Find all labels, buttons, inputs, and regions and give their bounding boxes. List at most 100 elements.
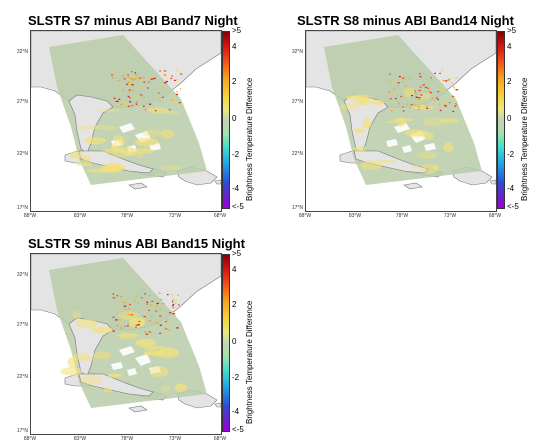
jamaica-landmass — [128, 405, 148, 413]
difference-speckle — [397, 100, 399, 103]
warm-patch — [76, 161, 93, 167]
difference-speckle — [437, 98, 439, 101]
difference-speckle — [175, 93, 178, 96]
difference-speckle — [418, 97, 421, 99]
difference-speckle — [426, 107, 429, 109]
difference-speckle — [171, 99, 174, 101]
difference-speckle — [122, 89, 124, 91]
difference-speckle — [453, 96, 455, 98]
difference-speckle — [410, 104, 413, 106]
map-canvas — [31, 31, 221, 190]
difference-speckle — [128, 91, 130, 93]
warm-patch — [116, 333, 138, 337]
difference-speckle — [395, 98, 397, 100]
colorbar-tick-label: -4 — [507, 184, 515, 193]
difference-speckle — [156, 302, 159, 305]
difference-speckle — [402, 106, 404, 108]
bahamas-island-4 — [386, 139, 398, 147]
map-canvas — [306, 31, 496, 190]
colorbar-tick-label: 2 — [232, 77, 237, 86]
warm-patch — [143, 351, 162, 356]
colorbar-tick-label: 2 — [232, 300, 237, 309]
warm-patch — [353, 146, 367, 153]
difference-speckle — [143, 316, 146, 318]
difference-speckle — [163, 74, 166, 76]
difference-speckle — [139, 77, 142, 79]
difference-speckle — [167, 294, 169, 296]
difference-speckle — [131, 90, 134, 92]
difference-speckle — [112, 297, 116, 299]
difference-speckle — [144, 331, 147, 333]
difference-speckle — [175, 79, 178, 81]
difference-speckle — [162, 303, 165, 305]
warm-patch — [339, 103, 359, 110]
difference-speckle — [140, 95, 144, 97]
difference-speckle — [119, 319, 121, 321]
warm-patch — [160, 165, 183, 170]
warm-patch — [135, 151, 144, 159]
difference-speckle — [143, 97, 145, 99]
difference-speckle — [150, 78, 153, 80]
longitude-label: 78°W — [120, 213, 134, 219]
difference-speckle — [388, 91, 391, 93]
difference-speckle — [419, 86, 422, 88]
difference-speckle — [441, 69, 444, 71]
difference-speckle — [403, 100, 406, 102]
warm-patch — [372, 99, 385, 106]
colorbar-tick-label: -2 — [232, 150, 240, 159]
longitude-label: 73°W — [443, 213, 457, 219]
difference-speckle — [140, 106, 143, 108]
warm-patch — [353, 128, 366, 134]
difference-speckle — [172, 303, 175, 306]
colorbar-axis-label: Brightness Temperature Difference — [520, 77, 529, 201]
difference-speckle — [142, 77, 145, 79]
difference-speckle — [396, 85, 399, 87]
difference-speckle — [127, 308, 131, 310]
difference-speckle — [452, 110, 454, 113]
difference-speckle — [416, 99, 419, 101]
longitude-label: 83°W — [73, 436, 87, 442]
warm-patch — [142, 129, 162, 138]
latitude-label: 17°N — [16, 428, 28, 434]
difference-speckle — [451, 82, 453, 84]
difference-speckle — [119, 296, 123, 298]
difference-speckle — [112, 316, 115, 318]
difference-speckle — [127, 74, 129, 76]
difference-speckle — [447, 79, 450, 81]
difference-speckle — [156, 322, 159, 324]
difference-speckle — [137, 324, 140, 326]
difference-speckle — [148, 325, 151, 327]
difference-speckle — [179, 88, 182, 90]
longitude-label: 88°W — [298, 213, 312, 219]
warm-patch — [443, 142, 454, 153]
difference-speckle — [439, 103, 441, 105]
difference-speckle — [115, 92, 119, 94]
difference-speckle — [393, 88, 396, 90]
difference-speckle — [415, 70, 417, 72]
difference-speckle — [116, 75, 118, 77]
difference-speckle — [148, 81, 150, 83]
difference-speckle — [165, 75, 168, 77]
difference-speckle — [138, 79, 141, 81]
difference-speckle — [399, 109, 401, 111]
warm-patch — [103, 386, 112, 393]
difference-speckle — [437, 91, 440, 93]
difference-speckle — [127, 105, 131, 107]
difference-speckle — [131, 104, 133, 106]
colorbar-tick-label: >5 — [232, 26, 242, 35]
longitude-label: 68°W — [488, 213, 502, 219]
difference-speckle — [144, 293, 146, 295]
difference-speckle — [127, 325, 129, 327]
difference-speckle — [151, 316, 153, 318]
warm-patch — [356, 94, 374, 101]
difference-speckle — [115, 70, 118, 72]
latitude-label: 32°N — [291, 49, 303, 55]
cuba-overlap — [78, 373, 154, 397]
difference-speckle — [168, 109, 171, 111]
colorbar-tick-label: 4 — [507, 42, 512, 51]
difference-speckle — [113, 97, 116, 99]
difference-speckle — [159, 324, 162, 326]
difference-speckle — [159, 70, 161, 72]
colorbar-tick-label: >5 — [232, 249, 242, 258]
difference-speckle — [420, 94, 423, 96]
